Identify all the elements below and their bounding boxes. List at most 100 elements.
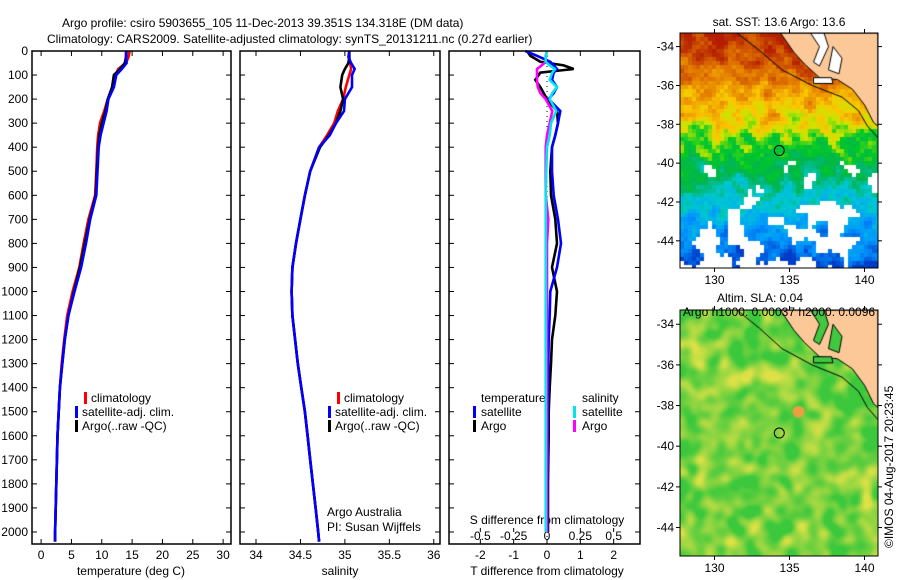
lon-tick-label: 135 bbox=[779, 273, 799, 287]
sla-map-field bbox=[680, 310, 878, 556]
depth-tick-label: 1300 bbox=[1, 357, 28, 371]
tdiff-x-label: T difference from climatology bbox=[470, 564, 624, 578]
depth-tick-label: 1900 bbox=[1, 501, 28, 515]
legend-temp-satellite: satellite bbox=[481, 405, 522, 419]
depth-tick-label: 1500 bbox=[1, 405, 28, 419]
x-tick-label: 5 bbox=[68, 548, 75, 562]
legend-swatch-sal-argo bbox=[573, 420, 576, 432]
sla-map-subtitle: Argo h1000: 0.00037 h2000: 0.0096 bbox=[683, 305, 875, 319]
x-tick-label: 10 bbox=[95, 548, 109, 562]
series-line-satellite-adj-clim- bbox=[290, 50, 357, 542]
depth-tick-label: 1700 bbox=[1, 453, 28, 467]
x-tick-label: 34 bbox=[249, 548, 263, 562]
lat-tick-label: -34 bbox=[657, 317, 675, 331]
sst-map-field bbox=[680, 33, 878, 268]
sla-map-axes: 130 135 140 -34 -36 -38 -40 -42 -44 bbox=[657, 306, 882, 575]
lon-tick-label: 140 bbox=[854, 561, 874, 575]
series-line-salinity-satellite bbox=[544, 50, 559, 532]
depth-tick-label: 400 bbox=[8, 140, 28, 154]
difference-legend: temperature satellite Argo salinity sate… bbox=[473, 391, 623, 433]
title-line-2: Climatology: CARS2009. Satellite-adjuste… bbox=[47, 32, 532, 46]
legend-satellite: satellite-adj. clim. bbox=[335, 405, 427, 419]
depth-tick-label: 300 bbox=[8, 116, 28, 130]
legend-swatch-sal-satellite bbox=[573, 406, 576, 418]
x-tick-label: 36 bbox=[427, 548, 441, 562]
x-tick-label: 2 bbox=[610, 548, 617, 562]
depth-tick-label: 200 bbox=[8, 92, 28, 106]
legend-sal-argo: Argo bbox=[582, 419, 608, 433]
depth-tick-label: 900 bbox=[8, 260, 28, 274]
depth-tick-label: 1800 bbox=[1, 477, 28, 491]
depth-tick-label: 0 bbox=[21, 44, 28, 58]
x-tick-label: 1 bbox=[577, 548, 584, 562]
sst-map-axes: 130 135 140 -34 -36 -38 -40 -42 -44 bbox=[657, 29, 882, 287]
depth-tick-label: 600 bbox=[8, 188, 28, 202]
depth-tick-label: 2000 bbox=[1, 525, 28, 539]
temperature-legend: climatology satellite-adj. clim. Argo(..… bbox=[75, 391, 174, 433]
lat-tick-label: -34 bbox=[657, 40, 675, 54]
x-tick-label: 35 bbox=[338, 548, 352, 562]
annotation-argo-australia: Argo Australia bbox=[327, 505, 402, 519]
x-tick-label: 15 bbox=[125, 548, 139, 562]
depth-tick-label: 1600 bbox=[1, 429, 28, 443]
plot-frame bbox=[239, 50, 441, 545]
lat-tick-label: -38 bbox=[657, 117, 675, 131]
legend-salinity-title: salinity bbox=[582, 391, 619, 405]
plot-frame bbox=[448, 50, 641, 545]
profile-panel-1: 34 34.5 35 35.5 36 bbox=[239, 50, 441, 562]
depth-tick-label: 1200 bbox=[1, 333, 28, 347]
sst-map-title: sat. SST: 13.6 Argo: 13.6 bbox=[713, 15, 846, 29]
legend-temperature-title: temperature bbox=[481, 391, 546, 405]
x-tick-label: 0 bbox=[544, 548, 551, 562]
series-line-temperature-satellite bbox=[524, 49, 563, 532]
depth-tick-label: 700 bbox=[8, 212, 28, 226]
series-line-climatology bbox=[290, 51, 353, 542]
lat-tick-label: -44 bbox=[657, 234, 675, 248]
legend-argo: Argo(..raw -QC) bbox=[82, 419, 167, 433]
argo-float-position-marker bbox=[773, 145, 785, 157]
lat-tick-label: -42 bbox=[657, 480, 675, 494]
series-line-argo-raw-qc- bbox=[53, 50, 128, 542]
depth-tick-label: 1000 bbox=[1, 284, 28, 298]
plot-frame bbox=[31, 50, 232, 545]
x-tick-label: 0 bbox=[38, 548, 45, 562]
legend-swatch-climatology bbox=[337, 392, 340, 404]
lon-tick-label: 140 bbox=[854, 273, 874, 287]
lat-tick-label: -40 bbox=[657, 156, 675, 170]
annotation-pi: PI: Susan Wijffels bbox=[327, 520, 421, 534]
legend-swatch-temp-satellite bbox=[473, 406, 476, 418]
series-line-satellite-adj-clim- bbox=[53, 51, 128, 542]
legend-swatch-temp-argo bbox=[473, 420, 476, 432]
legend-argo: Argo(..raw -QC) bbox=[335, 419, 420, 433]
series-line-argo-raw-qc- bbox=[290, 51, 351, 542]
legend-climatology: climatology bbox=[344, 391, 404, 405]
depth-tick-label: 800 bbox=[8, 236, 28, 250]
legend-climatology: climatology bbox=[91, 391, 151, 405]
x-tick-label: 30 bbox=[216, 548, 230, 562]
lat-tick-label: -40 bbox=[657, 439, 675, 453]
x2-tick-label: 0.5 bbox=[605, 529, 622, 543]
legend-swatch-climatology bbox=[84, 392, 87, 404]
x-tick-label: -2 bbox=[475, 548, 486, 562]
x2-tick-label: 0.25 bbox=[569, 529, 593, 543]
x-tick-label: 20 bbox=[156, 548, 170, 562]
legend-sal-satellite: satellite bbox=[582, 405, 623, 419]
depth-tick-label: 100 bbox=[8, 68, 28, 82]
x-tick-label: 34.5 bbox=[289, 548, 313, 562]
legend-swatch-argo bbox=[75, 420, 78, 432]
series-line-climatology bbox=[53, 50, 131, 542]
lat-tick-label: -42 bbox=[657, 195, 675, 209]
salinity-x-label: salinity bbox=[322, 564, 359, 578]
legend-temp-argo: Argo bbox=[481, 419, 507, 433]
lon-tick-label: 130 bbox=[704, 273, 724, 287]
x-tick-label: 35.5 bbox=[378, 548, 402, 562]
lat-tick-label: -36 bbox=[657, 358, 675, 372]
lat-tick-label: -38 bbox=[657, 399, 675, 413]
legend-swatch-satellite bbox=[75, 406, 78, 418]
argo-float-position-marker bbox=[773, 427, 785, 439]
profile-panel-0: 0100200300400500600700800900100011001200… bbox=[1, 44, 232, 562]
x-tick-label: -1 bbox=[508, 548, 519, 562]
x2-tick-label: -0.25 bbox=[500, 529, 528, 543]
